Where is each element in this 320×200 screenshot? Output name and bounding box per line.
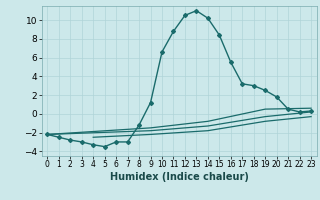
X-axis label: Humidex (Indice chaleur): Humidex (Indice chaleur) [110,172,249,182]
